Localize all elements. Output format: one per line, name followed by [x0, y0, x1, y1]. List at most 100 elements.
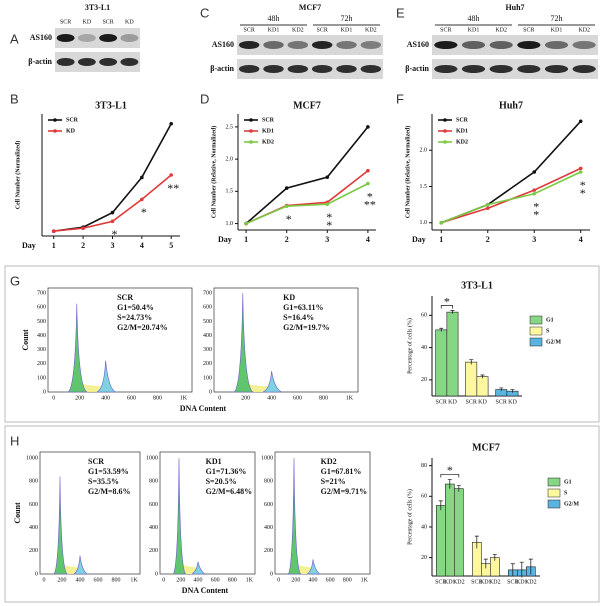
- x-tick-label: 600: [326, 577, 335, 583]
- series-line: [441, 171, 582, 224]
- blot-group: 72h: [341, 14, 353, 23]
- significance: *: [447, 463, 453, 477]
- x-tick-label: 800: [319, 395, 328, 401]
- lane-label: KD: [83, 19, 92, 25]
- significance: **: [364, 197, 376, 211]
- phase-stat: G1=53.59%: [88, 467, 129, 476]
- data-point: [51, 229, 56, 233]
- error-bar: [492, 554, 497, 561]
- g2-peak: [262, 371, 282, 393]
- x-tick-label: 5: [169, 241, 173, 250]
- series-line: [53, 123, 172, 232]
- x-tick-label: KD: [508, 399, 517, 405]
- band: [311, 41, 333, 49]
- legend-label: G1: [564, 479, 572, 485]
- significance: *: [326, 210, 332, 224]
- x-tick-label: KD2: [489, 579, 501, 585]
- x-tick-label: 400: [194, 577, 203, 583]
- legend-marker: [53, 129, 57, 133]
- band: [77, 34, 96, 42]
- data-point: [284, 186, 289, 190]
- y-tick-label: 1000: [26, 455, 38, 461]
- band: [544, 65, 569, 73]
- bar: [435, 329, 448, 397]
- x-tick-label: 3: [110, 241, 114, 250]
- legend-label: G2/M: [546, 339, 561, 345]
- blot-strip: [237, 59, 383, 79]
- x-tick-label: 2: [486, 235, 490, 244]
- band: [461, 65, 486, 73]
- x-tick-label: SCR: [466, 399, 477, 405]
- legend-label: KD2: [456, 139, 468, 145]
- legend-label: KD: [66, 128, 76, 134]
- y-tick-label: 400: [29, 525, 38, 531]
- x-tick-label: 600: [94, 577, 103, 583]
- x-tick-label: 1K: [130, 577, 138, 583]
- x-tick-label: KD: [478, 399, 487, 405]
- lane-label: KD1: [341, 27, 353, 33]
- band: [263, 41, 284, 49]
- x-tick-label: 2: [81, 241, 85, 250]
- blot-title: MCF7: [299, 3, 321, 12]
- g1-peak: [287, 458, 302, 575]
- x-tick-label: 0: [43, 577, 46, 583]
- flow-frame: [159, 451, 256, 575]
- flow-frame: [213, 287, 359, 393]
- y-tick-label: 1000: [261, 455, 273, 461]
- band: [572, 65, 596, 73]
- band: [99, 58, 118, 66]
- g1-peak: [67, 303, 88, 393]
- x-tick-label: SCR: [496, 399, 507, 405]
- y-tick-label: 500: [203, 319, 212, 325]
- data-point: [485, 202, 490, 207]
- y-tick-label: 600: [37, 305, 46, 311]
- y-tick-label: 60: [421, 313, 427, 319]
- y-tick-label: 20: [421, 555, 427, 561]
- x-tick-label: 200: [176, 577, 185, 583]
- x-tick-label: 1K: [346, 395, 354, 401]
- lane-label: SCR: [523, 27, 534, 33]
- x-tick-label: 600: [127, 395, 136, 401]
- lane-label: KD: [125, 19, 134, 25]
- x-tick-label: KD1: [444, 579, 456, 585]
- x-tick-label: 400: [267, 395, 276, 401]
- band: [238, 41, 260, 49]
- blot-group: 72h: [551, 14, 563, 23]
- data-point: [366, 181, 370, 186]
- x-tick-label: 2: [285, 235, 289, 244]
- band: [311, 65, 333, 73]
- x-tick-label: KD: [448, 399, 457, 405]
- x-tick-label: 4: [140, 241, 144, 250]
- legend-marker: [443, 129, 447, 133]
- band: [434, 65, 458, 73]
- significance: *: [286, 212, 292, 226]
- x-tick-label: 0: [218, 395, 221, 401]
- chart-title: 3T3-L1: [461, 280, 493, 291]
- band: [517, 41, 541, 49]
- blot-strip: [237, 35, 383, 55]
- error-bar: [510, 563, 515, 576]
- y-tick-label: 700: [37, 291, 46, 297]
- x-tick-label: 800: [343, 577, 352, 583]
- row-label: β-actin: [210, 64, 234, 73]
- lane-label: KD1: [468, 27, 480, 33]
- legend-swatch: [529, 337, 543, 347]
- band: [263, 65, 284, 73]
- error-bar: [439, 327, 444, 332]
- y-axis-label: Cell Number (Normalized): [14, 141, 21, 210]
- data-point: [169, 173, 173, 177]
- significance: *: [580, 178, 586, 192]
- y-tick-label: 200: [203, 361, 212, 367]
- band: [517, 65, 541, 73]
- x-tick-label: 1: [439, 235, 443, 244]
- band: [287, 65, 309, 73]
- legend-label: SCR: [262, 117, 275, 123]
- data-point: [532, 170, 537, 174]
- band: [434, 41, 458, 49]
- significance-bracket: [440, 305, 453, 309]
- legend-label: KD1: [262, 128, 274, 134]
- phase-stat: S=16.4%: [283, 313, 314, 322]
- x-tick-label: 800: [153, 395, 162, 401]
- bar: [465, 361, 478, 397]
- bar: [436, 505, 446, 577]
